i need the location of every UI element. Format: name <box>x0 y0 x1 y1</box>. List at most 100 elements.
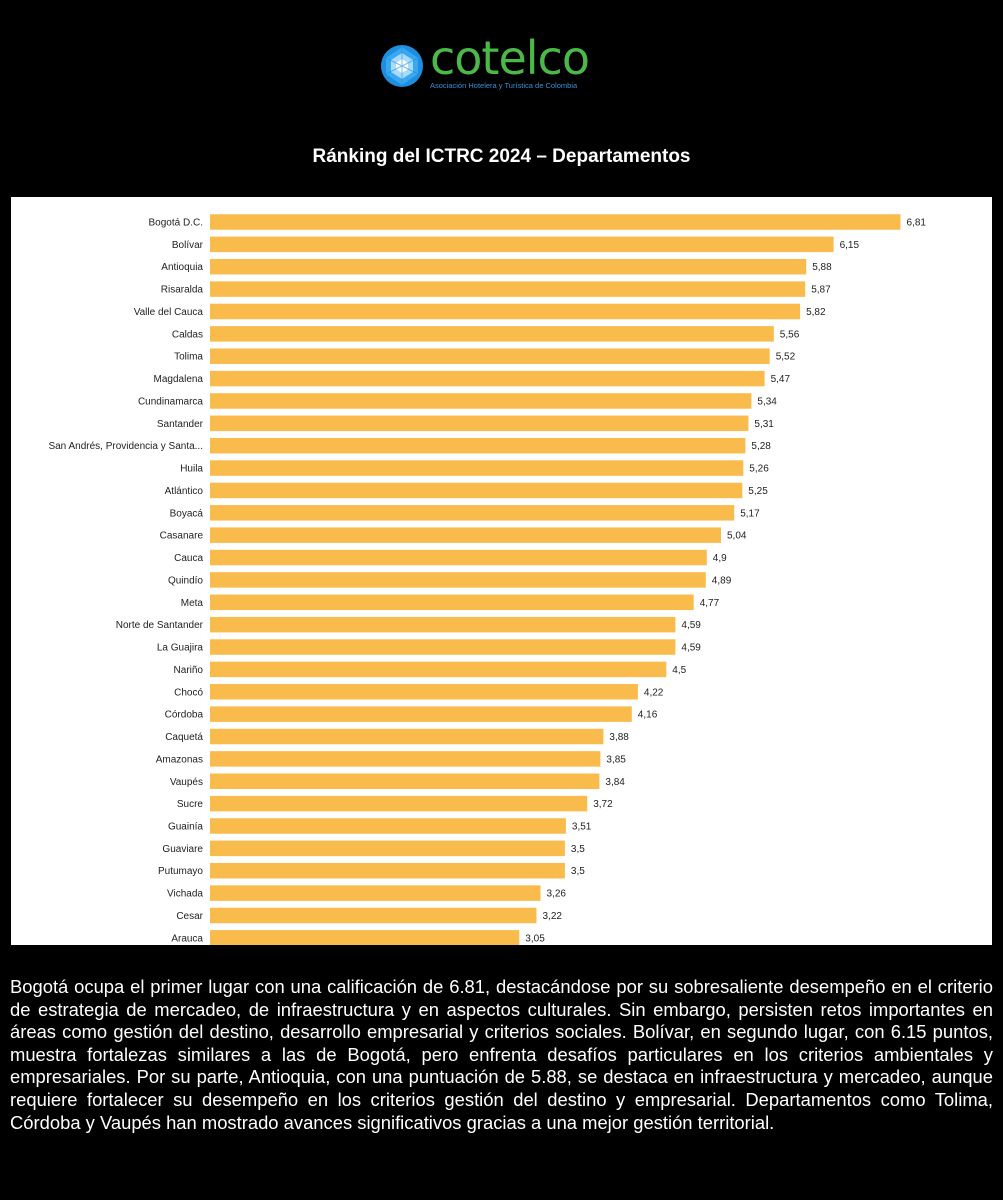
category-label: Guainía <box>168 821 203 832</box>
bar <box>210 549 707 566</box>
bar <box>210 437 746 454</box>
bar <box>210 303 801 320</box>
category-label: Putumayo <box>158 866 203 877</box>
value-label: 5,56 <box>780 329 800 340</box>
brand-name: cotelco <box>430 31 590 85</box>
bar <box>210 415 749 432</box>
value-label: 3,85 <box>606 754 626 765</box>
brand-tagline: Asociación Hotelera y Turística de Colom… <box>430 81 578 90</box>
value-label: 3,05 <box>525 933 545 944</box>
bar <box>210 639 676 655</box>
bar <box>210 482 743 499</box>
category-label: Córdoba <box>165 710 204 721</box>
value-label: 5,25 <box>748 486 768 497</box>
bar <box>210 214 901 230</box>
category-label: Boyacá <box>170 508 204 519</box>
value-label: 5,82 <box>806 307 826 318</box>
value-label: 6,15 <box>840 240 860 251</box>
category-label: Vichada <box>167 889 203 900</box>
bar <box>210 751 601 767</box>
bar <box>210 930 520 945</box>
category-label: Nariño <box>174 665 204 676</box>
bar <box>210 505 735 521</box>
category-label: Sucre <box>177 799 204 810</box>
value-label: 5,87 <box>811 285 831 296</box>
chart-panel: Bogotá D.C. 6,81 Bolívar 6,15 Antioquia 5,88 R… <box>11 197 992 945</box>
category-label: Cundinamarca <box>138 396 203 407</box>
bar <box>210 661 667 678</box>
value-label: 3,88 <box>609 732 629 743</box>
value-label: 5,88 <box>812 262 832 273</box>
value-label: 4,9 <box>713 553 727 564</box>
description-paragraph: Bogotá ocupa el primer lugar con una cal… <box>10 976 993 1133</box>
value-label: 5,04 <box>727 531 747 542</box>
category-label: Bolívar <box>172 240 204 251</box>
category-label: Caldas <box>172 329 203 340</box>
category-label: La Guajira <box>157 643 204 654</box>
bar <box>210 348 770 364</box>
category-label: Tolima <box>174 352 203 363</box>
category-label: San Andrés, Providencia y Santa... <box>48 441 203 452</box>
chart-title: Ránking del ICTRC 2024 – Departamentos <box>312 146 691 167</box>
value-label: 3,5 <box>571 866 585 877</box>
value-label: 4,59 <box>681 620 701 631</box>
bar <box>210 907 537 924</box>
value-label: 5,47 <box>771 374 791 385</box>
value-label: 5,31 <box>754 419 774 430</box>
bar <box>210 281 806 297</box>
value-label: 4,5 <box>672 665 686 676</box>
category-label: Norte de Santander <box>116 620 204 631</box>
category-label: Antioquia <box>161 262 203 273</box>
value-label: 4,22 <box>644 687 664 698</box>
bar <box>210 728 604 745</box>
category-label: Cesar <box>176 911 203 922</box>
bar <box>210 795 588 812</box>
category-label: Meta <box>181 598 204 609</box>
bar <box>210 706 632 722</box>
category-label: Cauca <box>174 553 203 564</box>
category-label: Arauca <box>171 933 203 944</box>
value-label: 3,51 <box>572 821 592 832</box>
bar <box>210 773 600 789</box>
bar-chart: Bogotá D.C. 6,81 Bolívar 6,15 Antioquia 5,88 R… <box>48 214 926 945</box>
bar <box>210 840 565 857</box>
bar <box>210 393 752 409</box>
category-label: Casanare <box>160 531 204 542</box>
gem-icon <box>381 45 423 87</box>
category-label: Huila <box>180 464 203 475</box>
cotelco-logo: cotelco Asociación Hotelera y Turística … <box>378 31 618 98</box>
value-label: 4,59 <box>681 643 701 654</box>
bar <box>210 236 834 253</box>
value-label: 5,28 <box>751 441 771 452</box>
bar <box>210 862 565 879</box>
bar <box>210 594 694 611</box>
value-label: 3,26 <box>547 889 567 900</box>
bar <box>210 616 676 633</box>
value-label: 5,52 <box>776 352 796 363</box>
category-label: Risaralda <box>161 285 204 296</box>
bar <box>210 527 721 543</box>
category-label: Vaupés <box>170 777 203 788</box>
value-label: 5,34 <box>757 396 777 407</box>
value-label: 5,17 <box>740 508 760 519</box>
bar <box>210 258 807 275</box>
value-label: 3,5 <box>571 844 585 855</box>
value-label: 3,72 <box>593 799 613 810</box>
category-label: Chocó <box>174 687 203 698</box>
category-label: Atlántico <box>165 486 204 497</box>
category-label: Bogotá D.C. <box>149 218 203 229</box>
category-label: Quindío <box>168 575 203 586</box>
value-label: 4,77 <box>700 598 720 609</box>
value-label: 4,16 <box>638 710 658 721</box>
bar <box>210 326 774 342</box>
category-label: Caquetá <box>165 732 203 743</box>
category-label: Guaviare <box>162 844 203 855</box>
bar <box>210 684 638 700</box>
value-label: 3,22 <box>543 911 563 922</box>
value-label: 4,89 <box>712 575 732 586</box>
category-label: Valle del Cauca <box>134 307 204 318</box>
bar <box>210 818 566 834</box>
bar <box>210 572 706 588</box>
value-label: 5,26 <box>749 464 769 475</box>
category-label: Amazonas <box>156 754 203 765</box>
